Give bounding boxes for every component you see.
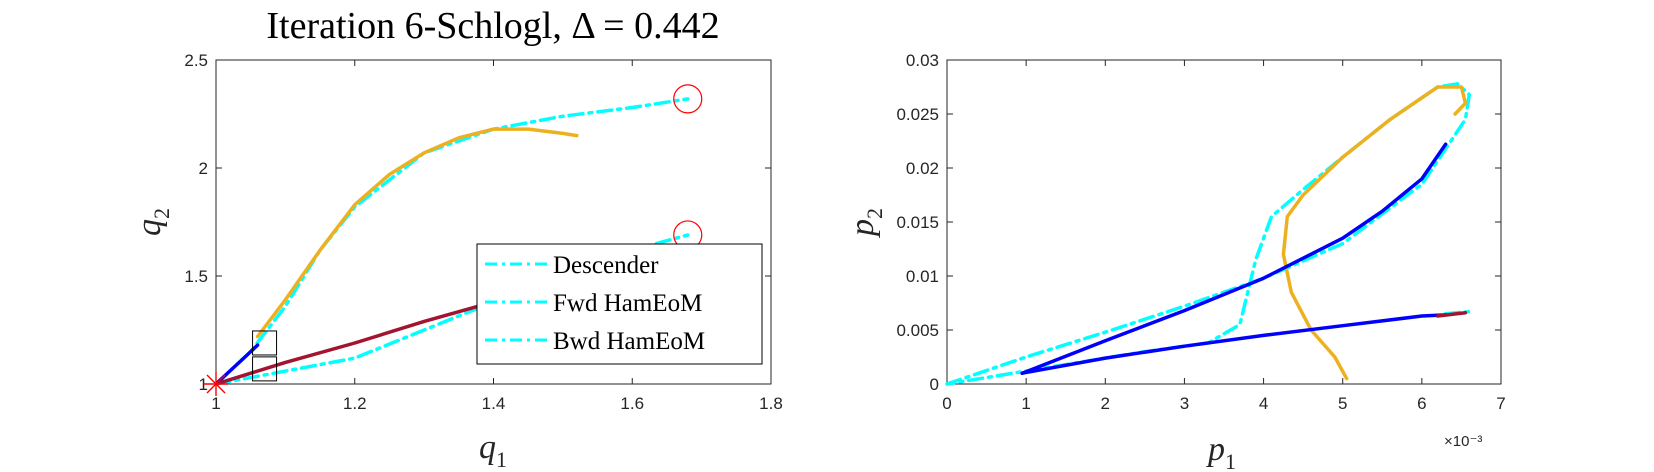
axis-label-subscript: 2 bbox=[862, 208, 887, 219]
chart-left-xtick-label: 1.2 bbox=[343, 394, 367, 413]
chart-left-ytick-label: 1 bbox=[199, 375, 208, 394]
chart-right-xtick-label: 0 bbox=[942, 394, 951, 413]
chart-right-ytick-label: 0.01 bbox=[906, 267, 939, 286]
chart-right-x-exponent: ×10⁻³ bbox=[1444, 433, 1482, 450]
chart-left: Iteration 6-Schlogl, Δ = 0.442 1 1.2 1.4 1.… bbox=[131, 5, 783, 472]
legend-label-descender: Descender bbox=[553, 252, 659, 279]
chart-right-ticks: 0 1 2 3 4 5 6 7 0 0.005 0.01 0.015 0.02 0.025 0.03 bbox=[896, 51, 1505, 413]
axis-label-subscript: 1 bbox=[1225, 449, 1236, 472]
chart-left-ticks: 1 1.2 1.4 1.6 1.8 1 1.5 2 2.5 bbox=[184, 51, 782, 413]
legend-label-bwd: Bwd HamEoM bbox=[553, 328, 705, 355]
chart-right-xtick-label: 7 bbox=[1496, 394, 1505, 413]
chart-left-title: Iteration 6-Schlogl, Δ = 0.442 bbox=[266, 5, 719, 47]
chart-left-legend: Descender Fwd HamEoM Bwd HamEoM bbox=[476, 243, 763, 365]
chart-left-series-line bbox=[255, 127, 579, 339]
chart-left-ytick-label: 2.5 bbox=[184, 51, 208, 70]
axis-label-subscript: 2 bbox=[149, 208, 174, 219]
chart-left-square-marker bbox=[252, 356, 278, 382]
chart-right-xtick-label: 1 bbox=[1021, 394, 1030, 413]
chart-left-series-line bbox=[214, 97, 690, 386]
chart-left-ytick-label: 1.5 bbox=[184, 267, 208, 286]
legend-box bbox=[476, 243, 763, 365]
chart-left-star-marker bbox=[204, 372, 228, 396]
chart-right-series bbox=[945, 82, 1472, 386]
chart-right-ytick-label: 0.015 bbox=[896, 213, 939, 232]
chart-left-square-marker bbox=[252, 330, 278, 356]
chart-right-ytick-label: 0.03 bbox=[906, 51, 939, 70]
chart-left-circle-marker bbox=[673, 84, 703, 114]
chart-right: 0 1 2 3 4 5 6 7 0 0.005 0.01 0.015 0.02 0.025 0.03 ×10… bbox=[844, 51, 1506, 472]
chart-right-ylabel-text: p bbox=[844, 219, 881, 238]
chart-right-xlabel-text: p bbox=[1206, 431, 1225, 468]
chart-right-plot-area bbox=[946, 59, 1502, 385]
chart-left-xlabel: q1 bbox=[479, 429, 507, 472]
chart-right-xtick-label: 4 bbox=[1259, 394, 1268, 413]
chart-right-ytick-label: 0.005 bbox=[896, 321, 939, 340]
chart-right-xtick-label: 5 bbox=[1338, 394, 1347, 413]
chart-right-series-line bbox=[1020, 142, 1448, 375]
chart-right-series-line bbox=[1020, 313, 1448, 375]
chart-left-xlabel-text: q bbox=[479, 429, 496, 466]
chart-left-ylabel: q2 bbox=[131, 208, 174, 236]
chart-right-ytick-label: 0 bbox=[930, 375, 939, 394]
chart-right-ytick-label: 0.025 bbox=[896, 105, 939, 124]
chart-left-xtick-label: 1.8 bbox=[759, 394, 783, 413]
chart-right-ylabel: p2 bbox=[844, 208, 887, 238]
chart-left-xtick-label: 1.4 bbox=[482, 394, 506, 413]
legend-label-fwd: Fwd HamEoM bbox=[553, 290, 702, 317]
chart-right-xtick-label: 6 bbox=[1417, 394, 1426, 413]
chart-right-xlabel: p1 bbox=[1206, 431, 1236, 472]
chart-right-xtick-label: 3 bbox=[1180, 394, 1189, 413]
chart-left-ylabel-text: q bbox=[131, 219, 168, 236]
chart-right-ytick-label: 0.02 bbox=[906, 159, 939, 178]
chart-right-xtick-label: 2 bbox=[1101, 394, 1110, 413]
chart-left-xtick-label: 1.6 bbox=[620, 394, 644, 413]
chart-left-ytick-label: 2 bbox=[199, 159, 208, 178]
chart-right-series-line bbox=[1435, 310, 1468, 318]
axis-label-subscript: 1 bbox=[496, 447, 507, 472]
chart-left-star-marker-stroke bbox=[206, 374, 226, 394]
chart-left-xtick-label: 1 bbox=[211, 394, 220, 413]
